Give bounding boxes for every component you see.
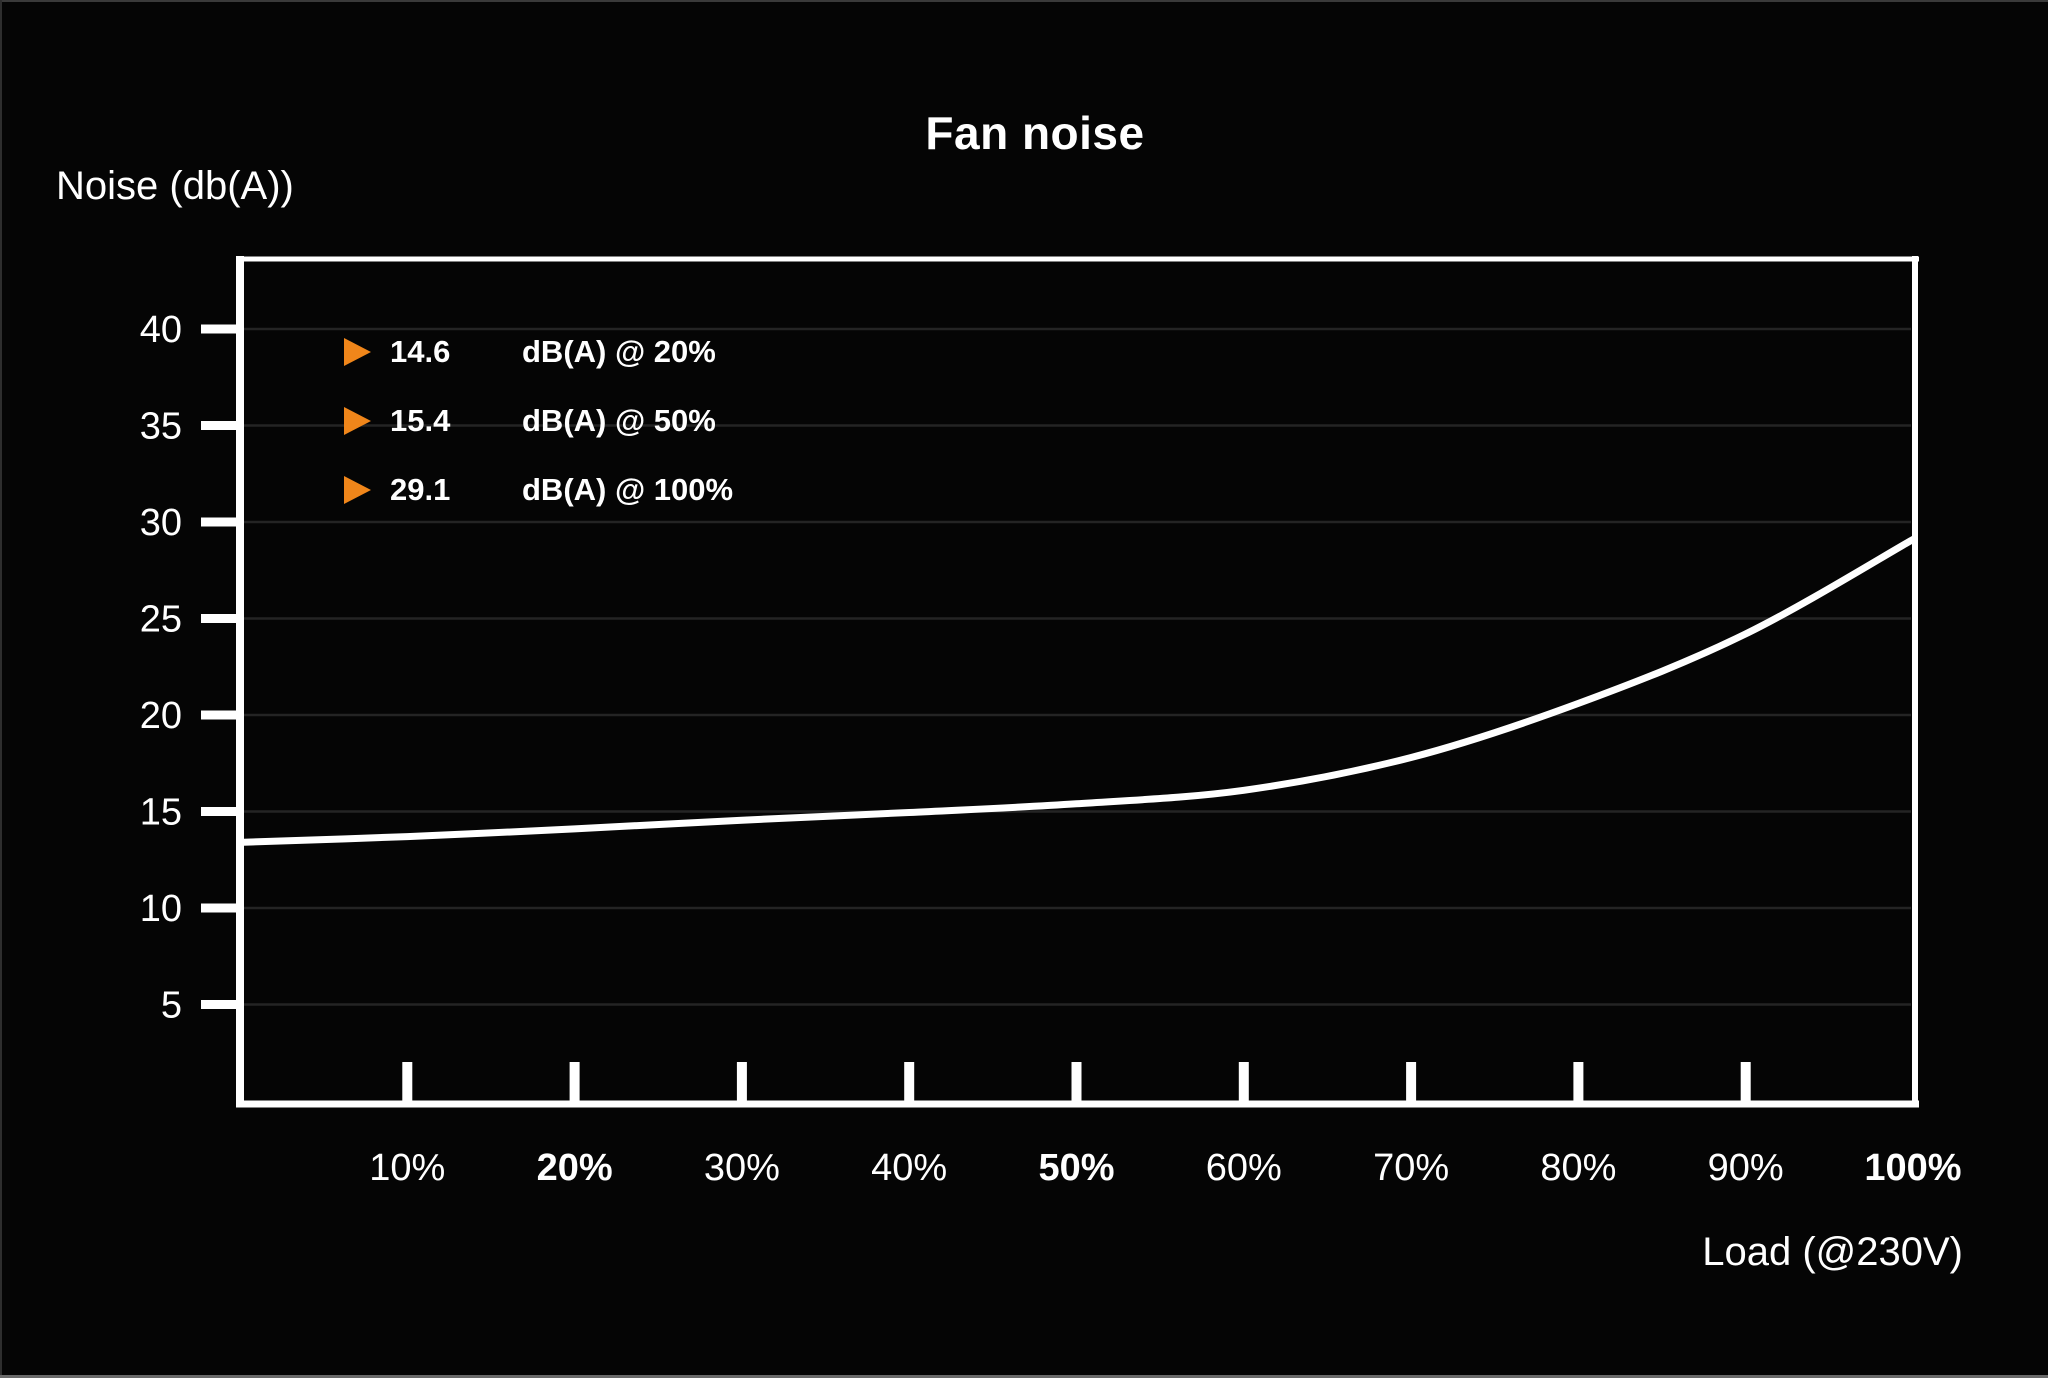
legend: 14.6 dB(A) @ 20% 15.4 dB(A) @ 50% 29.1 d… — [344, 332, 733, 539]
x-tick-label: 60% — [1206, 1147, 1282, 1189]
legend-label: dB(A) @ 50% — [522, 403, 716, 438]
legend-value: 14.6 — [390, 334, 451, 369]
x-tick-label: 70% — [1373, 1147, 1449, 1189]
legend-item: 29.1 dB(A) @ 100% — [344, 470, 733, 510]
legend-value: 15.4 — [390, 403, 451, 438]
y-tick-label: 35 — [140, 406, 182, 448]
x-tick-label: 100% — [1864, 1147, 1961, 1189]
y-axis-label: Noise (db(A)) — [56, 164, 294, 208]
x-tick-label: 90% — [1708, 1147, 1784, 1189]
legend-label: dB(A) @ 100% — [522, 472, 734, 507]
x-axis-label: Load (@230V) — [1702, 1230, 1963, 1274]
y-tick-label: 30 — [140, 502, 182, 544]
legend-item: 14.6 dB(A) @ 20% — [344, 332, 733, 372]
triangle-marker-icon — [344, 476, 371, 504]
y-tick-label: 40 — [140, 309, 182, 351]
legend-item: 15.4 dB(A) @ 50% — [344, 401, 733, 441]
x-tick-label: 50% — [1038, 1147, 1114, 1189]
y-tick-label: 10 — [140, 888, 182, 930]
triangle-marker-icon — [344, 407, 371, 435]
legend-label: dB(A) @ 20% — [522, 334, 716, 369]
y-tick-label: 25 — [140, 599, 182, 641]
image-edge-top — [0, 0, 2048, 2]
triangle-marker-icon — [344, 338, 371, 366]
image-edge-bottom — [0, 1375, 2048, 1378]
x-tick-label: 20% — [537, 1147, 613, 1189]
chart-title: Fan noise — [925, 107, 1145, 159]
legend-value: 29.1 — [390, 472, 451, 507]
noise-curve — [236, 535, 1917, 846]
y-tick-label: 20 — [140, 695, 182, 737]
x-tick-label: 10% — [369, 1147, 445, 1189]
x-tick-label: 30% — [704, 1147, 780, 1189]
x-tick-label: 80% — [1540, 1147, 1616, 1189]
image-edge-left — [0, 0, 2, 1378]
y-tick-label: 15 — [140, 792, 182, 834]
x-tick-label: 40% — [871, 1147, 947, 1189]
y-tick-label: 5 — [161, 985, 182, 1027]
